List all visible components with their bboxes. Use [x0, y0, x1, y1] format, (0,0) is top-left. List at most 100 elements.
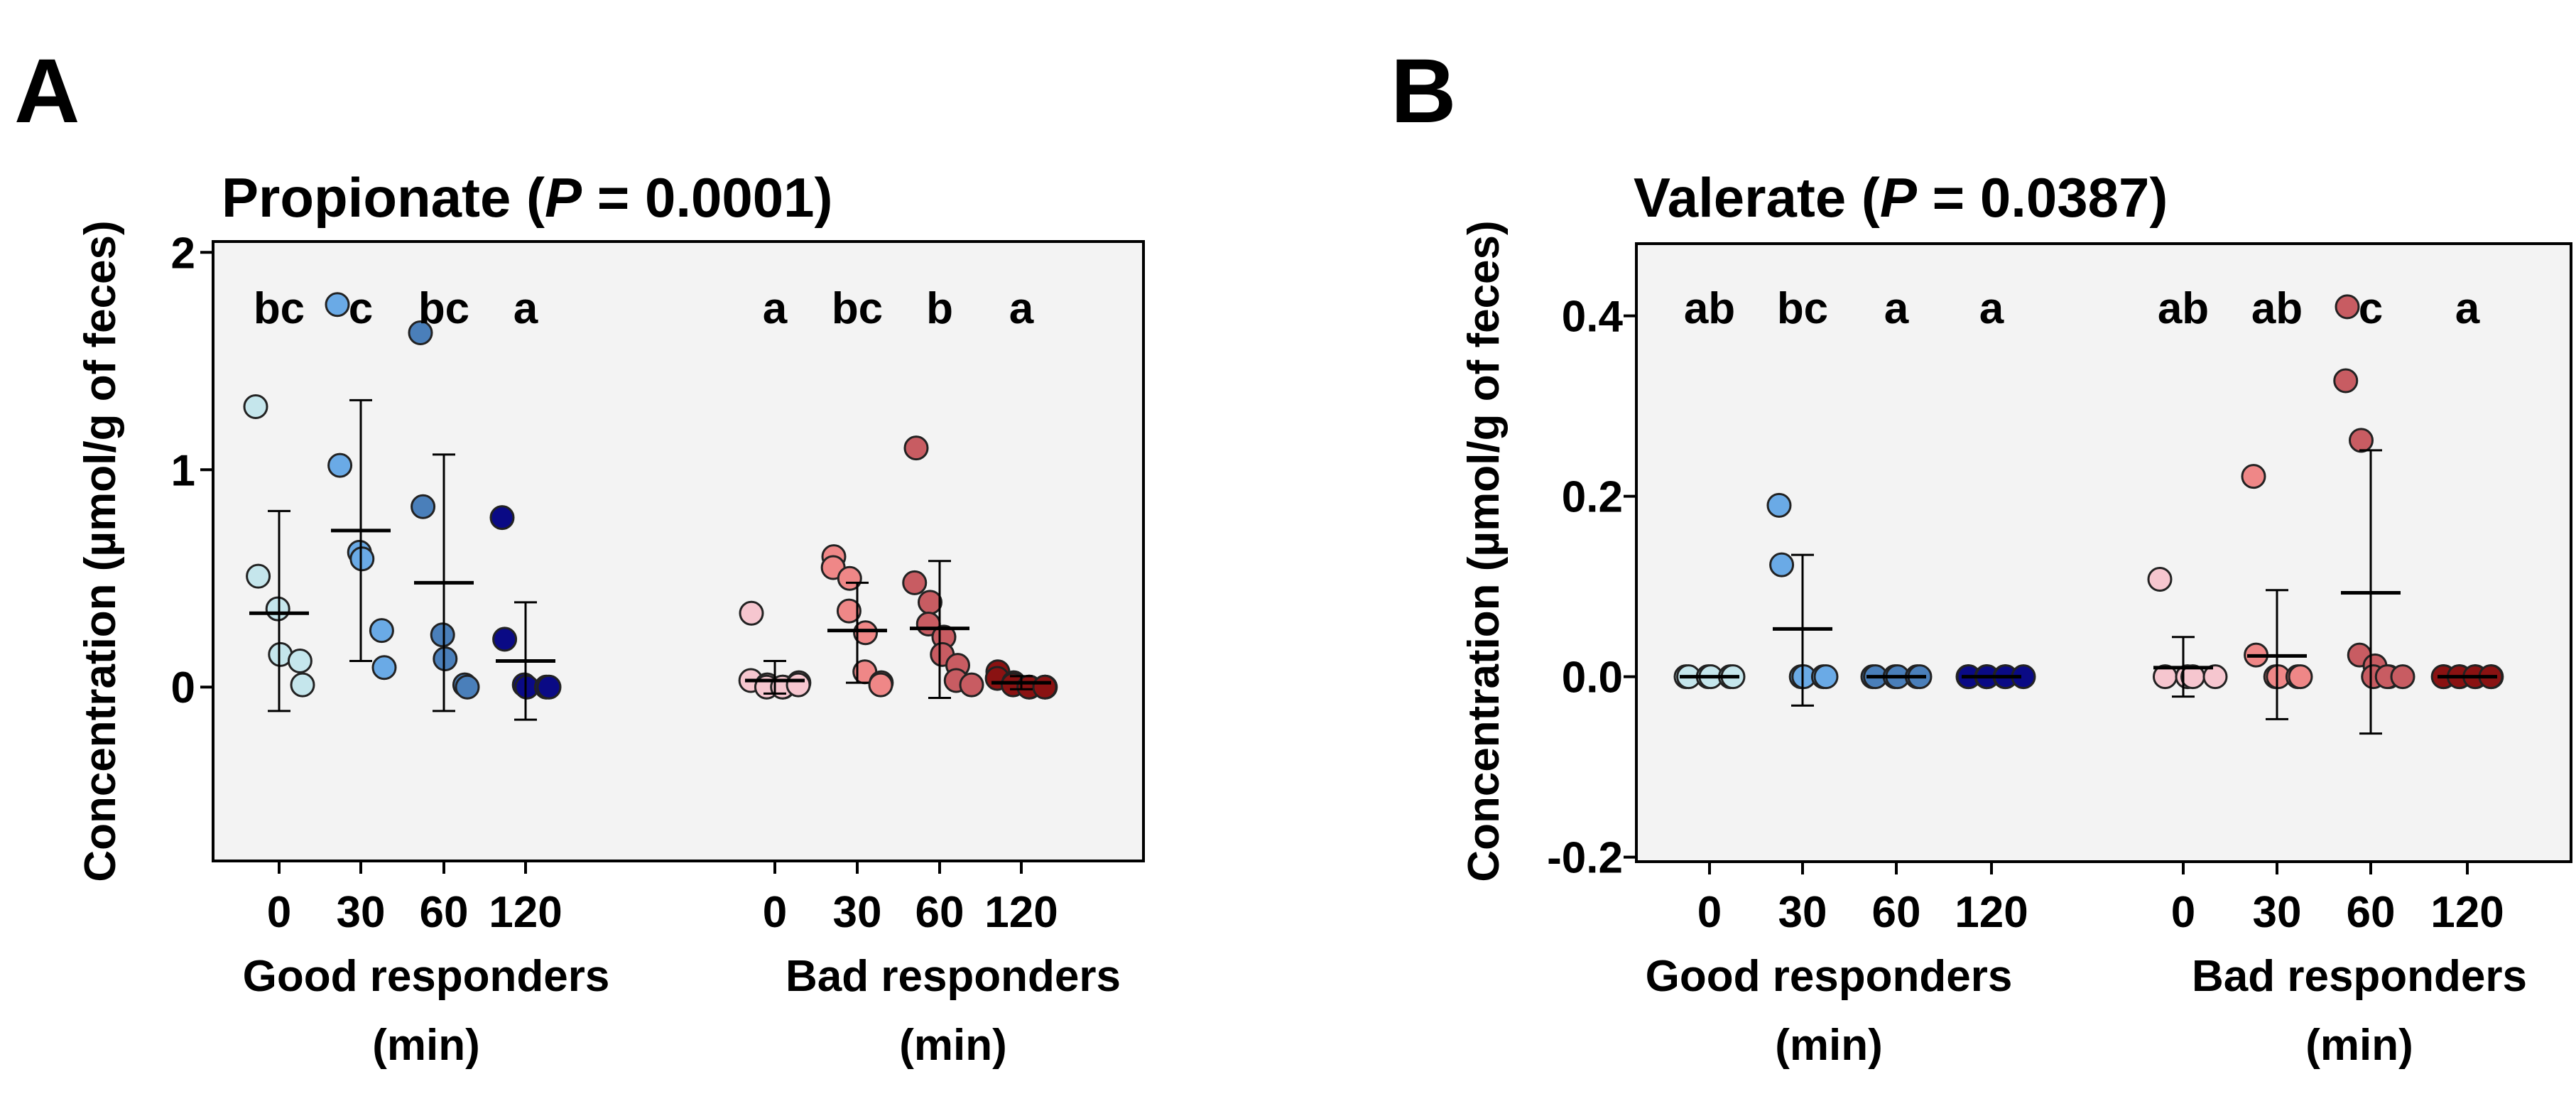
data-point: [325, 292, 350, 318]
significance-letter: bc: [418, 284, 469, 333]
data-point: [2335, 294, 2360, 320]
y-tick-label: 0.4: [1562, 293, 1624, 342]
x-tick-label: 0: [763, 888, 787, 937]
data-point: [1813, 664, 1839, 690]
title-a-prefix: Propionate (: [222, 166, 545, 229]
y-axis-label-a: Concentration (µmol/g of feces): [76, 220, 125, 882]
significance-letter: ab: [2251, 284, 2303, 333]
data-point: [349, 546, 375, 572]
group-label-good-b: Good responders: [1646, 952, 2013, 1001]
data-point: [739, 600, 764, 626]
y-tick-label: 0.0: [1562, 654, 1623, 703]
y-tick-label: 0: [171, 663, 195, 712]
data-point: [959, 672, 984, 698]
data-point: [1032, 674, 1058, 700]
significance-letter: a: [1009, 284, 1034, 333]
data-point: [369, 618, 394, 644]
significance-letter: bc: [1777, 284, 1828, 333]
y-tick-label: 1: [171, 446, 195, 495]
significance-letter: ab: [1684, 284, 1735, 333]
data-point: [2333, 368, 2359, 394]
title-b-prefix: Valerate (: [1634, 166, 1880, 229]
data-point: [455, 674, 480, 700]
y-tick-label: 2: [171, 229, 195, 278]
data-point: [265, 596, 290, 622]
x-tick-label: 0: [2171, 888, 2195, 937]
significance-letter: a: [1979, 284, 2004, 333]
data-point: [786, 672, 811, 698]
group-unit-good-b: (min): [1775, 1021, 1883, 1070]
group-unit-bad-b: (min): [2305, 1021, 2413, 1070]
data-point: [243, 394, 268, 420]
panel-b: B Valerate (P = 0.0387) Concentration (µ…: [1391, 40, 2572, 1070]
x-tick-label: 30: [1778, 888, 1827, 937]
panel-a: A Propionate (P = 0.0001) Concentration …: [14, 40, 1145, 1070]
x-tick-label: 60: [2347, 888, 2396, 937]
data-point: [2241, 464, 2266, 489]
data-point: [837, 565, 862, 591]
data-point: [287, 649, 313, 674]
data-point: [371, 655, 397, 681]
x-tick-label: 60: [915, 888, 964, 937]
group-unit-bad-a: (min): [899, 1021, 1007, 1070]
data-point: [2147, 566, 2173, 592]
significance-letter: a: [763, 284, 788, 333]
x-tick-label: 30: [2253, 888, 2302, 937]
x-tick-label: 0: [1697, 888, 1722, 937]
panel-letter-b: B: [1391, 40, 1456, 142]
y-tick-label: 0.2: [1562, 473, 1623, 522]
significance-letter: bc: [832, 284, 883, 333]
data-point: [246, 563, 271, 589]
significance-letter: ab: [2158, 284, 2209, 333]
plot-area-b: [1635, 242, 2572, 863]
data-point: [1766, 492, 1792, 518]
significance-letter: b: [926, 284, 953, 333]
data-point: [492, 627, 518, 652]
data-point: [327, 452, 353, 478]
marks-b: -0.2 0.0 0.2 0.4 0 ab 30 bc 60 a 120 a 0 ab 30 ab 60 c 120…: [1547, 284, 2504, 937]
x-tick-label: 120: [984, 888, 1058, 937]
y-tick-label: -0.2: [1547, 834, 1623, 883]
group-label-bad-a: Bad responders: [786, 952, 1121, 1001]
data-point: [853, 620, 879, 646]
data-point: [536, 674, 562, 700]
significance-letter: a: [513, 284, 538, 333]
y-axis-label-b: Concentration (µmol/g of feces): [1460, 220, 1509, 882]
x-tick-label: 120: [2430, 888, 2504, 937]
data-point: [2349, 428, 2374, 453]
x-tick-label: 30: [337, 888, 386, 937]
significance-letter: a: [1884, 284, 1909, 333]
group-label-bad-b: Bad responders: [2192, 952, 2527, 1001]
x-tick-label: 120: [1955, 888, 2028, 937]
x-tick-label: 60: [1872, 888, 1921, 937]
significance-letter: c: [349, 284, 373, 333]
title-b-p: P: [1880, 166, 1918, 229]
title-a-p: P: [545, 166, 582, 229]
data-point: [433, 646, 458, 671]
significance-letter: bc: [254, 284, 305, 333]
data-point: [290, 672, 315, 698]
data-point: [2288, 664, 2313, 690]
data-point: [868, 672, 893, 698]
data-point: [836, 598, 862, 624]
title-b-suffix: = 0.0387): [1917, 166, 2168, 229]
significance-letter: a: [2455, 284, 2480, 333]
data-point: [430, 622, 455, 648]
data-point: [902, 570, 928, 595]
data-point: [903, 435, 929, 461]
panel-letter-a: A: [14, 40, 80, 142]
data-point: [489, 505, 515, 531]
x-tick-label: 0: [267, 888, 291, 937]
x-tick-label: 60: [420, 888, 469, 937]
group-label-good-a: Good responders: [243, 952, 610, 1001]
data-point: [918, 590, 942, 615]
x-tick-label: 30: [833, 888, 882, 937]
x-tick-label: 120: [489, 888, 562, 937]
group-unit-good-a: (min): [372, 1021, 480, 1070]
data-point: [408, 320, 433, 346]
title-valerate: Valerate (P = 0.0387): [1634, 166, 2168, 229]
title-propionate: Propionate (P = 0.0001): [222, 166, 832, 229]
data-point: [411, 494, 436, 519]
